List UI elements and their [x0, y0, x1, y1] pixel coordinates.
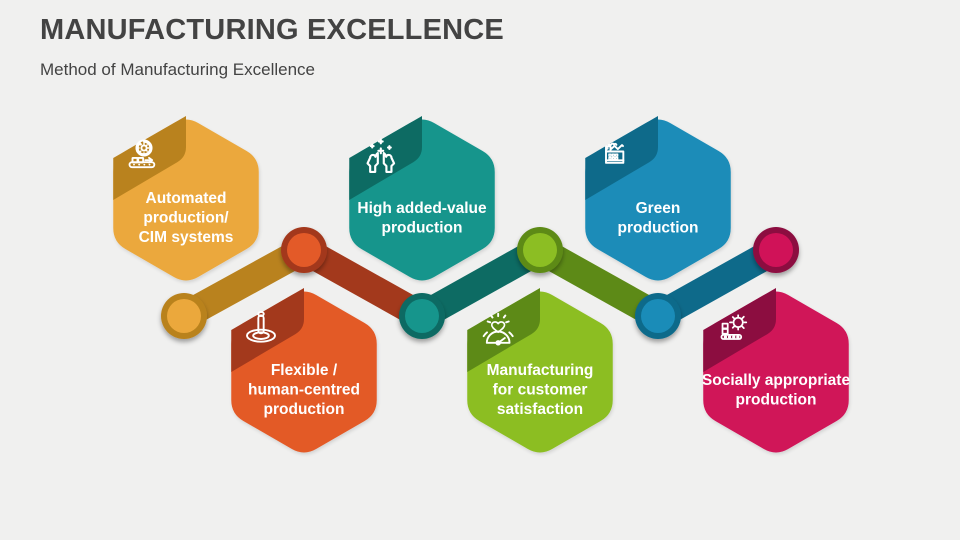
svg-text:High added-value: High added-value	[357, 200, 487, 217]
svg-text:Green: Green	[636, 200, 681, 217]
svg-text:production: production	[618, 220, 699, 237]
svg-text:production: production	[264, 401, 345, 418]
svg-text:production/: production/	[143, 210, 229, 227]
svg-text:human-centred: human-centred	[248, 382, 360, 399]
svg-text:production: production	[382, 220, 463, 237]
svg-text:production: production	[736, 392, 817, 409]
svg-text:Flexible /: Flexible /	[271, 362, 338, 379]
svg-text:Automated: Automated	[146, 190, 227, 207]
svg-text:Manufacturing: Manufacturing	[487, 362, 594, 379]
svg-text:for customer: for customer	[493, 382, 588, 399]
svg-text:Socially appropriate: Socially appropriate	[702, 372, 851, 389]
svg-text:satisfaction: satisfaction	[497, 401, 583, 418]
svg-text:CIM systems: CIM systems	[139, 229, 234, 246]
